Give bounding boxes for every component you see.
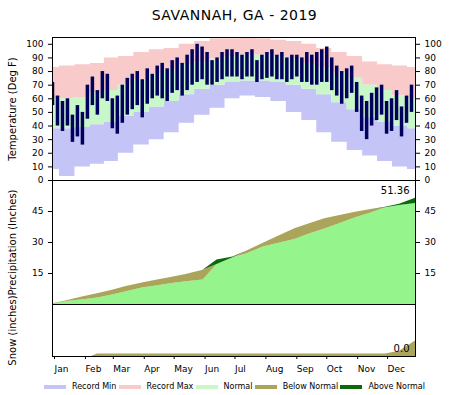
svg-text:May: May — [174, 364, 193, 374]
html-text:Record Min: Record Min — [72, 382, 117, 391]
svg-text:Jun: Jun — [204, 364, 219, 374]
svg-text:Snow (inches): Snow (inches) — [7, 295, 18, 365]
svg-text:15: 15 — [32, 268, 43, 278]
svg-text:0: 0 — [38, 175, 44, 185]
svg-text:60: 60 — [32, 94, 44, 104]
svg-text:20: 20 — [425, 148, 437, 158]
svg-text:40: 40 — [425, 121, 437, 131]
svg-text:Mar: Mar — [113, 364, 130, 374]
svg-text:0.0: 0.0 — [394, 343, 410, 354]
svg-text:Sep: Sep — [297, 364, 314, 374]
svg-text:30: 30 — [32, 135, 44, 145]
svg-text:90: 90 — [32, 53, 44, 63]
svg-text:40: 40 — [32, 121, 44, 131]
html-text:SAVANNAH, GA - 2019: SAVANNAH, GA - 2019 — [151, 7, 318, 23]
svg-text:45: 45 — [425, 206, 436, 216]
svg-text:10: 10 — [32, 162, 44, 172]
svg-text:Oct: Oct — [327, 364, 343, 374]
svg-text:Feb: Feb — [85, 364, 101, 374]
svg-text:10: 10 — [425, 162, 437, 172]
svg-text:45: 45 — [32, 206, 43, 216]
html-text:Below Normal: Below Normal — [282, 382, 339, 391]
svg-text:80: 80 — [32, 66, 44, 76]
svg-text:30: 30 — [32, 237, 44, 247]
svg-text:20: 20 — [32, 148, 44, 158]
svg-text:80: 80 — [425, 66, 437, 76]
svg-text:Precipitation (Inches): Precipitation (Inches) — [7, 189, 18, 295]
svg-text:90: 90 — [425, 53, 437, 63]
svg-text:15: 15 — [425, 268, 436, 278]
svg-text:50: 50 — [425, 107, 437, 117]
html-text:Record Max: Record Max — [146, 382, 194, 391]
svg-text:51.36: 51.36 — [381, 185, 410, 196]
svg-text:Nov: Nov — [358, 364, 376, 374]
svg-text:100: 100 — [425, 39, 442, 49]
html-text:Above Normal: Above Normal — [368, 382, 425, 391]
svg-text:70: 70 — [425, 80, 437, 90]
svg-text:70: 70 — [32, 80, 44, 90]
html-text:Normal: Normal — [223, 382, 253, 391]
svg-text:Temperature (Deg F): Temperature (Deg F) — [7, 57, 18, 162]
svg-text:Jul: Jul — [234, 364, 246, 374]
svg-text:30: 30 — [425, 135, 437, 145]
svg-text:100: 100 — [26, 39, 43, 49]
svg-text:Jan: Jan — [54, 364, 69, 374]
svg-text:60: 60 — [425, 94, 437, 104]
svg-text:Apr: Apr — [144, 364, 160, 374]
svg-text:Aug: Aug — [266, 364, 284, 374]
svg-text:30: 30 — [425, 237, 437, 247]
svg-text:Dec: Dec — [388, 364, 405, 374]
svg-text:50: 50 — [32, 107, 44, 117]
svg-text:0: 0 — [425, 175, 431, 185]
